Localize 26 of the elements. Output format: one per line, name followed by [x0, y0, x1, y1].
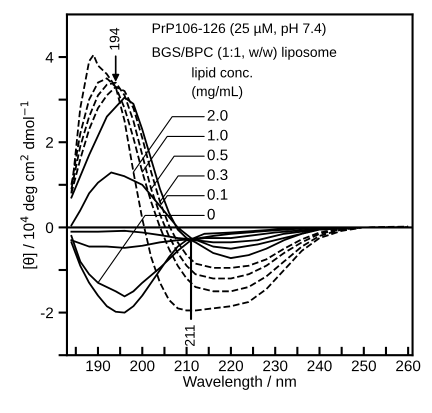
x-tick-label: 190: [86, 360, 110, 372]
y-axis-title: [θ] / 10$^{4}$ deg cm$^{2}$ dmol$^{−1}$: [20, 102, 38, 269]
annotation: 1.0: [208, 130, 228, 141]
x-tick-label: 220: [218, 360, 244, 372]
annotation: lipid conc.: [192, 67, 252, 80]
x-axis-title: Wavelength / nm: [182, 376, 296, 390]
y-tick-label: 4: [46, 52, 54, 63]
annotation: 0.5: [208, 149, 228, 160]
y-tick-label: -2: [40, 307, 53, 318]
x-tick-label: 240: [308, 360, 332, 372]
annotation: PrP106-126 (25 µM, pH 7.4): [152, 22, 326, 36]
annotation: 211: [184, 325, 195, 346]
x-tick-label: 230: [263, 360, 288, 372]
annotation: 0.1: [208, 189, 228, 200]
annotation: 2.0: [208, 110, 228, 121]
annotation: BGS/BPC (1:1, w/w) liposome: [152, 46, 336, 60]
y-tick-label: 0: [46, 222, 54, 234]
annotation: 0.3: [208, 169, 228, 180]
annotation: 194: [110, 28, 120, 50]
annotation: (mg/mL): [192, 86, 242, 99]
annotation: 0: [208, 208, 215, 220]
x-tick-label: 210: [174, 360, 199, 372]
y-tick-label: 2: [46, 137, 53, 148]
x-tick-label: 250: [352, 360, 376, 372]
x-tick-label: 260: [396, 360, 420, 372]
x-tick-label: 200: [130, 360, 154, 372]
